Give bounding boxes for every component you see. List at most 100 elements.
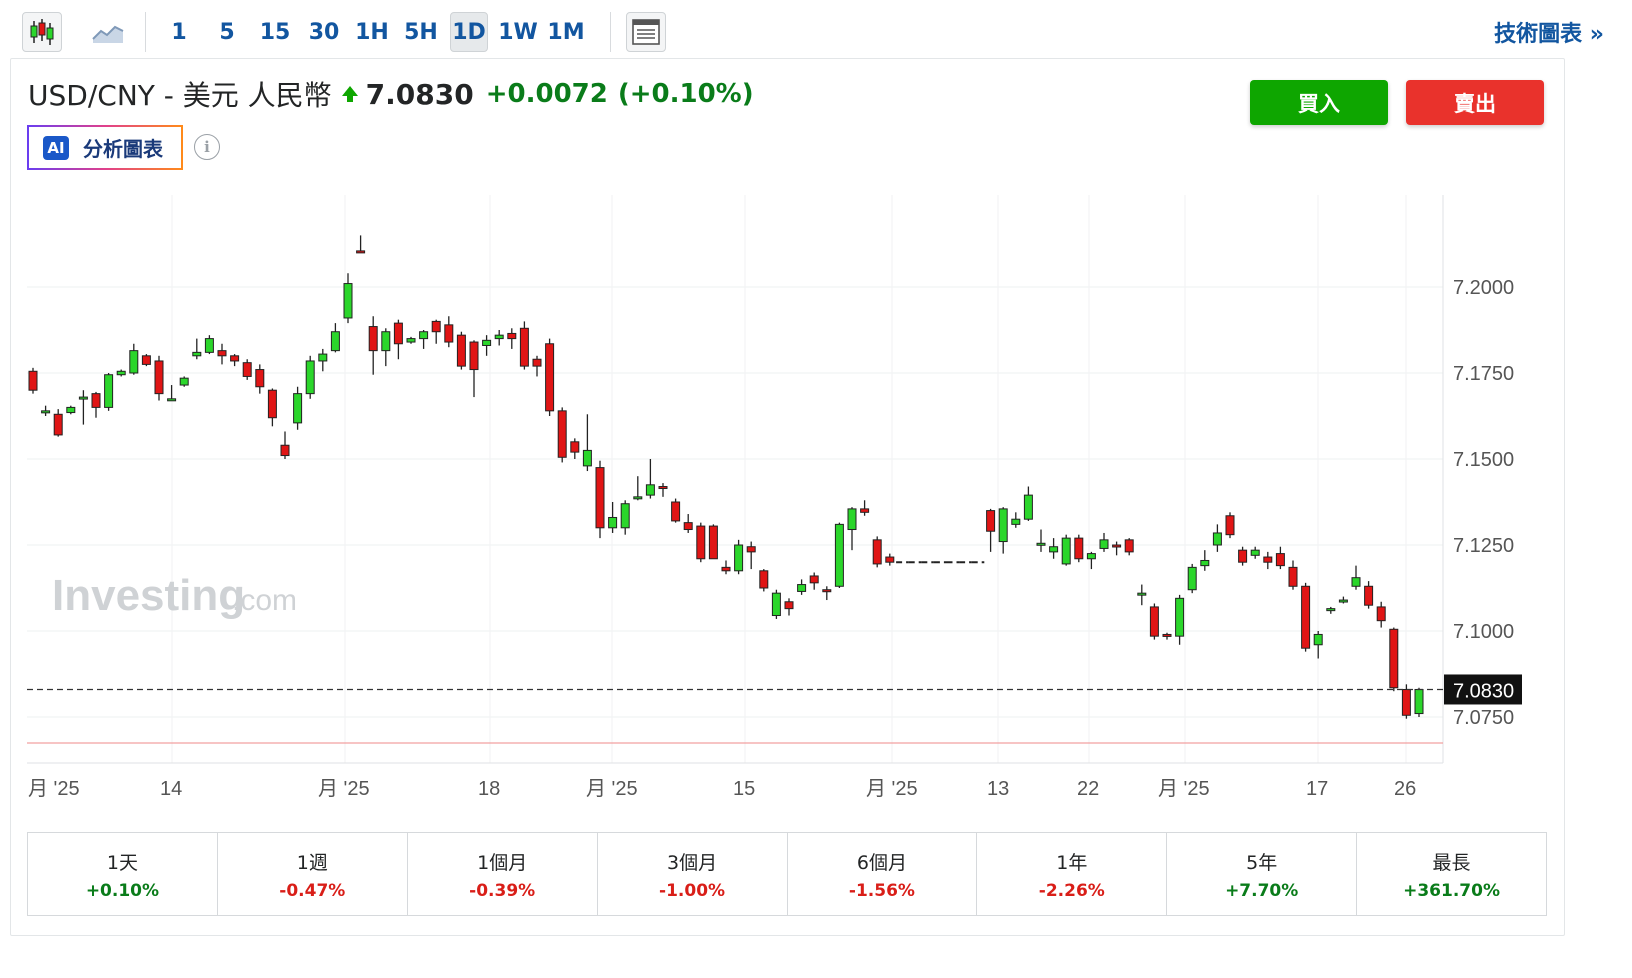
candle [78, 390, 88, 425]
overlay-layer: 7.0830 [27, 674, 1522, 705]
candle [872, 536, 882, 568]
candle-body [708, 525, 718, 560]
ai-analyze-chart-button[interactable]: AI 分析圖表 [27, 125, 183, 170]
candle [608, 502, 618, 533]
info-icon[interactable]: i [194, 134, 220, 160]
performance-period: 1天 [106, 851, 138, 874]
sell-button[interactable]: 賣出 [1406, 80, 1544, 125]
candle-body [280, 444, 290, 457]
candle [167, 385, 177, 402]
candle-body [582, 449, 592, 467]
candle [28, 367, 38, 394]
candle-body [318, 353, 328, 362]
candle-body [1326, 608, 1336, 612]
candle-body [1351, 577, 1361, 587]
candle-body [1162, 633, 1172, 637]
candle [633, 476, 643, 501]
candle [1162, 632, 1172, 640]
performance-cell[interactable]: 1個月 -0.39% [408, 833, 598, 915]
candle-body [1200, 559, 1210, 567]
price-change: +0.0072 [485, 79, 608, 109]
candle [519, 321, 529, 370]
candle-body [860, 508, 870, 513]
candle-body [230, 355, 240, 362]
ai-icon: AI [43, 135, 69, 160]
candle [1049, 538, 1059, 559]
candle-body [1313, 633, 1323, 646]
candlestick-type-button[interactable] [22, 12, 62, 52]
candle [834, 522, 844, 588]
candlestick-icon [30, 19, 54, 45]
interval-1w[interactable]: 1W [498, 19, 538, 45]
candle [66, 405, 76, 415]
candle [1301, 582, 1311, 652]
x-tick-label: 13 [987, 778, 1009, 800]
performance-cell[interactable]: 1天 +0.10% [28, 833, 218, 915]
candle-body [633, 496, 643, 500]
candle [696, 522, 706, 563]
candle [1212, 524, 1222, 552]
candle-body [419, 331, 429, 340]
candle [847, 507, 857, 551]
candle-body [557, 410, 567, 458]
candle [91, 391, 101, 418]
buy-button[interactable]: 買入 [1250, 80, 1388, 125]
candle [1414, 687, 1424, 717]
candle-body [494, 334, 504, 340]
price-chart[interactable]: Investing .com 7.0830 7.2000 7.1750 7.1500… [0, 0, 1632, 830]
performance-period: 1年 [1056, 851, 1088, 874]
candle-body [53, 413, 63, 436]
x-axis: 月 '25 14 月 '25 18 月 '25 15 月 '25 13 22 月 '25 17 26 [28, 778, 1416, 800]
interval-5[interactable]: 5 [219, 19, 235, 45]
performance-cell[interactable]: 5年 +7.70% [1167, 833, 1358, 915]
candle [280, 431, 290, 459]
candle-body [834, 523, 844, 587]
candle-body [1389, 628, 1399, 689]
interval-30[interactable]: 30 [308, 19, 340, 45]
candle [1011, 512, 1021, 528]
candle [154, 355, 164, 401]
candle-body [683, 522, 693, 531]
candle-body [154, 360, 164, 395]
candle-body [204, 338, 214, 353]
performance-cell[interactable]: 6個月 -1.56% [788, 833, 978, 915]
performance-period: 6個月 [856, 851, 907, 874]
performance-cell[interactable]: 1年 -2.26% [977, 833, 1168, 915]
interval-1[interactable]: 1 [171, 19, 187, 45]
candle-body [1414, 688, 1424, 715]
performance-cell[interactable]: 最長 +361.70% [1357, 833, 1546, 915]
x-tick-label: 月 '25 [1158, 778, 1210, 800]
ai-button-label: 分析圖表 [83, 137, 163, 161]
y-axis: 7.2000 7.1750 7.1500 7.1250 7.1000 7.0750 [1453, 277, 1514, 729]
candle-body [1275, 553, 1285, 567]
candle-body [356, 250, 366, 254]
candle [570, 438, 580, 459]
candle [419, 330, 429, 349]
layout-icon [632, 19, 660, 45]
technical-chart-link[interactable]: 技術圖表 » [1494, 22, 1604, 47]
performance-cell[interactable]: 1週 -0.47% [218, 833, 408, 915]
chart-settings-button[interactable] [626, 12, 666, 52]
x-tick-label: 15 [733, 778, 755, 800]
candle [41, 405, 51, 416]
candle [746, 541, 756, 570]
performance-cell[interactable]: 3個月 -1.00% [598, 833, 788, 915]
candle [104, 373, 114, 411]
interval-5h[interactable]: 5H [404, 19, 438, 45]
x-tick-label: 18 [478, 778, 500, 800]
interval-1h[interactable]: 1H [355, 19, 389, 45]
x-tick-label: 22 [1077, 778, 1099, 800]
candle [1326, 606, 1336, 614]
performance-period: 5年 [1246, 851, 1278, 874]
candle-body [179, 377, 189, 386]
candle [645, 459, 655, 499]
interval-1m[interactable]: 1M [547, 19, 585, 45]
candle-body [1212, 532, 1222, 546]
area-chart-type-button[interactable] [88, 12, 128, 52]
candle [545, 338, 555, 416]
interval-15[interactable]: 15 [259, 19, 291, 45]
candle-body [1187, 566, 1197, 591]
toolbar-separator [610, 12, 611, 52]
interval-1d[interactable]: 1D [450, 12, 488, 52]
current-price-label: 7.0830 [1453, 680, 1514, 702]
